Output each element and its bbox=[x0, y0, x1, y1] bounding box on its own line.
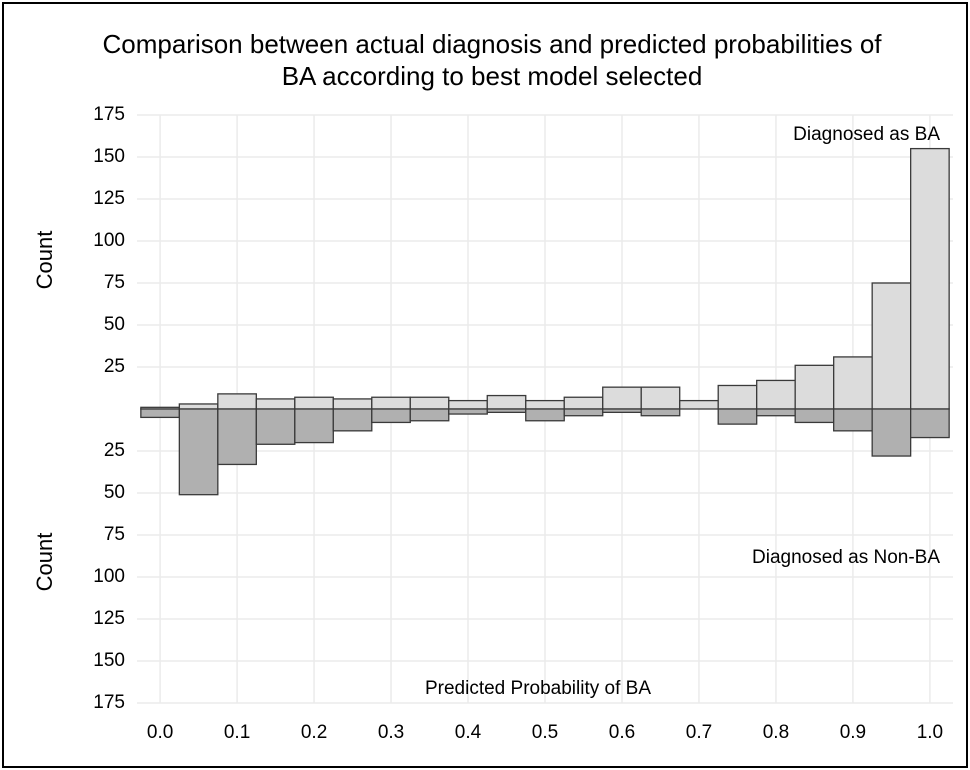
histogram-bar bbox=[255, 408, 296, 445]
histogram-bar bbox=[178, 408, 219, 496]
histogram-bar bbox=[717, 408, 758, 425]
histogram-bar bbox=[871, 408, 912, 457]
histogram-bar bbox=[640, 408, 681, 417]
histogram-bar bbox=[640, 386, 681, 410]
histogram-bar bbox=[178, 403, 219, 410]
y-tick-label: 25 bbox=[104, 356, 125, 377]
histogram-bar bbox=[756, 408, 796, 417]
histogram-bar bbox=[371, 408, 411, 424]
histogram-bar bbox=[871, 282, 912, 410]
x-tick-label: 0.2 bbox=[301, 722, 327, 743]
series-annotation: Diagnosed as Non-BA bbox=[752, 547, 940, 568]
histogram-bar bbox=[910, 147, 950, 410]
y-tick-label: 125 bbox=[93, 188, 125, 209]
y-tick-label: 75 bbox=[104, 524, 125, 545]
x-tick-label: 0.1 bbox=[224, 722, 250, 743]
histogram-bar bbox=[294, 408, 334, 444]
histogram-bar bbox=[525, 399, 565, 410]
x-tick-label: 0.3 bbox=[378, 722, 404, 743]
histogram-bar bbox=[409, 396, 450, 410]
histogram-bar bbox=[563, 396, 604, 410]
y-axis-label: Count bbox=[32, 231, 57, 290]
histogram-bar bbox=[717, 384, 758, 410]
histogram-bar bbox=[563, 408, 604, 417]
histogram-bar bbox=[679, 399, 719, 410]
y-tick-label: 25 bbox=[104, 440, 125, 461]
chart-title: Comparison between actual diagnosis and … bbox=[102, 29, 882, 59]
histogram-bar bbox=[525, 408, 565, 422]
histogram-bar bbox=[294, 396, 334, 410]
histogram-bar bbox=[602, 386, 642, 410]
x-axis-label: Predicted Probability of BA bbox=[425, 678, 651, 699]
chart-subtitle: BA according to best model selected bbox=[282, 61, 703, 91]
y-tick-label: 125 bbox=[93, 608, 125, 629]
y-tick-label: 100 bbox=[93, 230, 125, 251]
histogram-bar bbox=[486, 408, 527, 414]
histogram-bar bbox=[486, 394, 527, 410]
y-tick-label: 175 bbox=[93, 692, 125, 713]
y-axis-label: Count bbox=[32, 533, 57, 592]
x-tick-label: 0.7 bbox=[686, 722, 712, 743]
x-tick-label: 0.0 bbox=[147, 722, 173, 743]
y-tick-label: 50 bbox=[104, 314, 125, 335]
series-annotation: Diagnosed as BA bbox=[793, 124, 940, 145]
histogram-bar bbox=[756, 379, 796, 410]
x-tick-label: 0.9 bbox=[840, 722, 866, 743]
histogram-bar bbox=[448, 408, 488, 415]
histogram-bar bbox=[833, 408, 873, 432]
x-tick-label: 1.0 bbox=[917, 722, 943, 743]
histogram-bar bbox=[794, 364, 835, 410]
y-tick-label: 175 bbox=[93, 104, 125, 125]
x-tick-label: 0.6 bbox=[609, 722, 635, 743]
histogram-bar bbox=[332, 408, 373, 432]
histogram-bar bbox=[794, 408, 835, 424]
y-tick-label: 150 bbox=[93, 650, 125, 671]
x-tick-label: 0.8 bbox=[763, 722, 789, 743]
y-tick-label: 100 bbox=[93, 566, 125, 587]
y-tick-label: 50 bbox=[104, 482, 125, 503]
x-tick-label: 0.4 bbox=[455, 722, 482, 743]
histogram-bar bbox=[409, 408, 450, 422]
histogram-bar bbox=[217, 408, 257, 466]
histogram-bar bbox=[332, 398, 373, 410]
histogram-bar bbox=[371, 396, 411, 410]
histogram-bar bbox=[140, 408, 180, 419]
histogram-bar bbox=[910, 408, 950, 439]
histogram-bar bbox=[448, 399, 488, 410]
histogram-bar bbox=[255, 398, 296, 410]
y-tick-label: 150 bbox=[93, 146, 125, 167]
histogram-bar bbox=[602, 408, 642, 414]
y-tick-label: 75 bbox=[104, 272, 125, 293]
histogram-bar bbox=[833, 356, 873, 410]
histogram-bar bbox=[217, 393, 257, 410]
x-tick-label: 0.5 bbox=[532, 722, 558, 743]
